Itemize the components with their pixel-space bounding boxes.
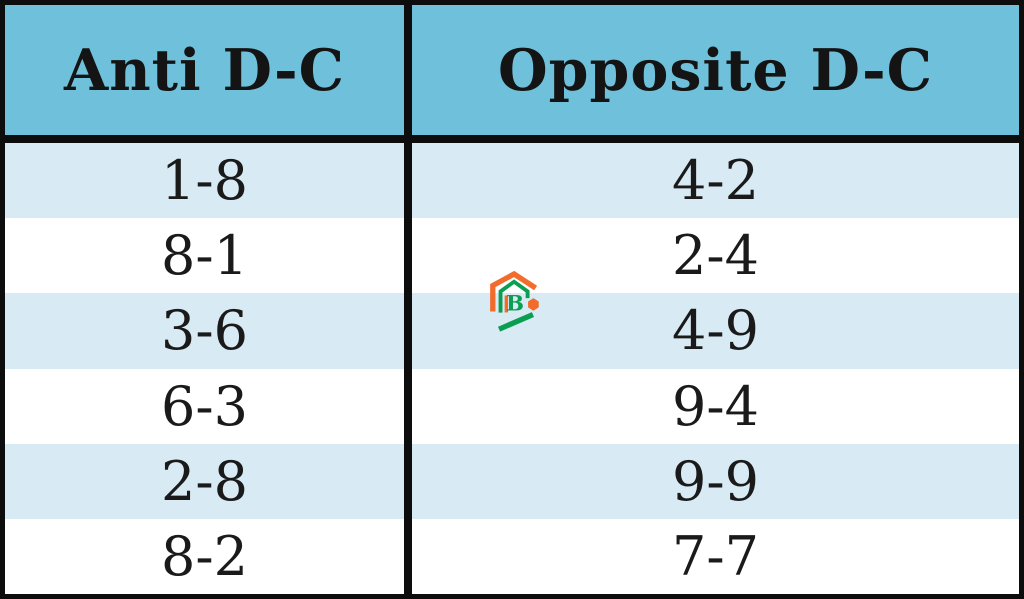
- cell-anti: 6-3: [5, 368, 412, 444]
- header-anti-dc: Anti D-C: [5, 5, 412, 135]
- cell-opposite: 9-4: [412, 368, 1019, 444]
- cell-opposite: 4-9: [412, 293, 1019, 369]
- table-row: 8-2 7-7: [5, 518, 1019, 595]
- header-opposite-dc: Opposite D-C: [412, 5, 1019, 135]
- table-row: 8-1 2-4: [5, 218, 1019, 294]
- table-row: 1-8 4-2: [5, 143, 1019, 219]
- cell-anti: 3-6: [5, 293, 412, 369]
- cell-opposite: 4-2: [412, 143, 1019, 219]
- cell-anti: 2-8: [5, 443, 412, 519]
- table-row: 6-3 9-4: [5, 368, 1019, 444]
- table-body: 1-8 4-2 8-1 2-4 3-6 4-9 6-3 9-4 2-8 9-9 …: [5, 143, 1019, 595]
- cell-anti: 8-1: [5, 218, 412, 294]
- cell-opposite: 9-9: [412, 443, 1019, 519]
- table-row: 3-6 4-9: [5, 293, 1019, 369]
- cell-anti: 8-2: [5, 518, 412, 595]
- table-header-row: Anti D-C Opposite D-C: [5, 5, 1019, 143]
- table-row: 2-8 9-9: [5, 443, 1019, 519]
- cell-anti: 1-8: [5, 143, 412, 219]
- cell-opposite: 7-7: [412, 518, 1019, 595]
- cell-opposite: 2-4: [412, 218, 1019, 294]
